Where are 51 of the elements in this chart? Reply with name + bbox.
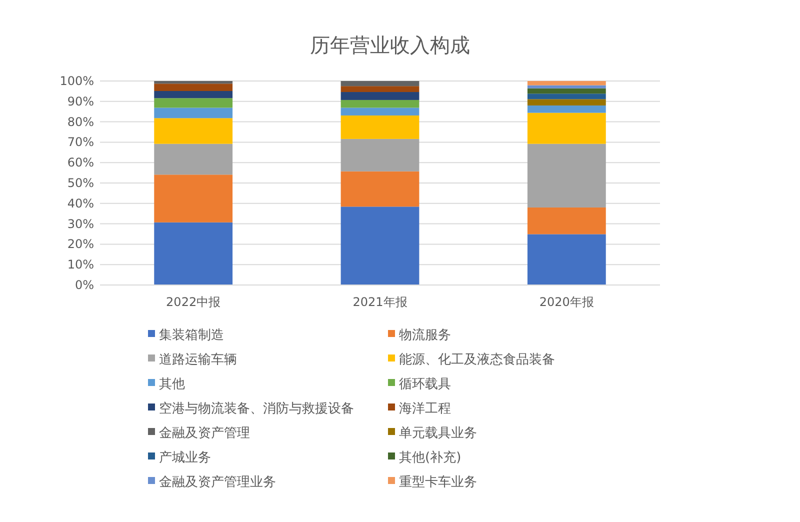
legend-label: 循环载具 [399, 377, 451, 392]
bar [154, 118, 233, 144]
bar [340, 86, 420, 92]
legend-label: 集装箱制造 [159, 328, 224, 343]
bar [527, 112, 606, 144]
bar [340, 92, 420, 100]
legend-label: 其他(补充) [399, 450, 462, 466]
legend-label: 重型卡车业务 [399, 475, 477, 490]
bar [154, 108, 233, 118]
bar [340, 206, 420, 285]
y-tick-label: 30% [67, 216, 94, 231]
x-tick-label: 2020年报 [539, 295, 594, 309]
bar [154, 222, 233, 285]
y-tick-label: 10% [67, 258, 94, 272]
bar [340, 81, 420, 86]
y-tick-label: 20% [67, 237, 94, 252]
y-tick-label: 0% [74, 278, 94, 292]
y-tick-label: 40% [67, 196, 94, 210]
legend-label: 金融及资产管理 [159, 426, 250, 441]
chart-title: 历年营业收入构成 [310, 33, 470, 57]
legend-label: 物流服务 [399, 327, 451, 343]
bar [154, 174, 233, 222]
y-tick-label: 50% [67, 176, 94, 190]
x-tick-label: 2022中报 [166, 295, 221, 309]
bar [154, 81, 233, 84]
bar [527, 234, 606, 285]
y-tick-label: 70% [67, 135, 94, 150]
legend-label: 海洋工程 [399, 402, 451, 416]
bar [340, 138, 420, 172]
legend-label: 道路运输车辆 [159, 352, 237, 368]
bar [154, 90, 233, 98]
legend-label: 能源、化工及液态食品装备 [399, 352, 555, 368]
y-tick-label: 80% [67, 114, 94, 129]
legend-label: 产城业务 [159, 450, 211, 466]
x-tick-label: 2021年报 [352, 295, 408, 309]
legend-label: 其他 [159, 377, 185, 392]
bar [527, 144, 606, 208]
y-tick-label: 90% [67, 94, 94, 108]
bar [527, 207, 606, 234]
bar [154, 84, 233, 91]
legend-label: 单元载具业务 [399, 426, 477, 441]
bar [340, 108, 420, 116]
bar [154, 98, 233, 108]
y-tick-label: 100% [60, 74, 94, 88]
bar [154, 144, 233, 175]
bar [340, 115, 420, 139]
legend-label: 空港与物流装备、消防与救援设备 [159, 400, 354, 416]
bar [340, 100, 420, 108]
bar [340, 171, 420, 207]
y-tick-label: 60% [67, 156, 94, 170]
legend-label: 金融及资产管理业务 [159, 475, 276, 490]
